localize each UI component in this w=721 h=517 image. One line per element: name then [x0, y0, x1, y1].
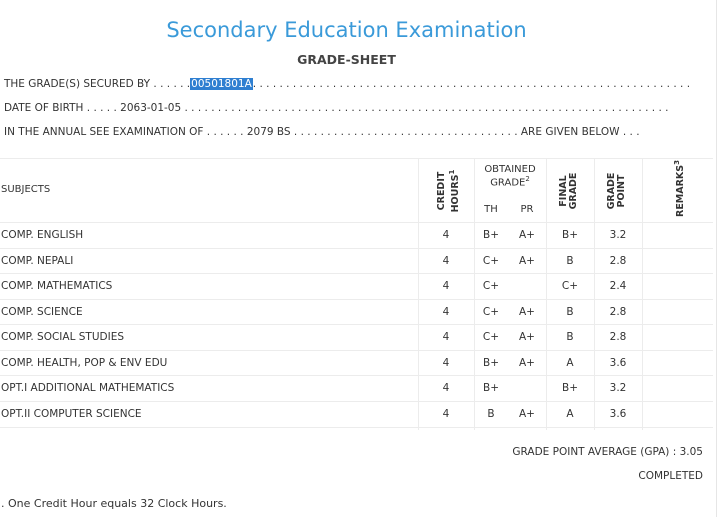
exam-line: IN THE ANNUAL SEE EXAMINATION OF . . . .…: [4, 126, 640, 138]
credit-hours-header: CREDIT HOURS1: [436, 169, 462, 213]
right-border: [716, 0, 717, 517]
pr-grade-cell: A+: [519, 306, 535, 318]
subject-name: COMP. NEPALI: [1, 255, 74, 267]
table-header-border: [0, 222, 713, 223]
final-grade-cell: A: [566, 408, 574, 420]
credit-hours-cell: 4: [442, 408, 450, 420]
subject-name: COMP. ENGLISH: [1, 229, 84, 241]
subject-name: COMP. SOCIAL STUDIES: [1, 331, 125, 343]
column-divider: [474, 158, 475, 430]
th-grade-cell: B: [487, 408, 495, 420]
pr-grade-cell: A+: [519, 331, 535, 343]
final-grade-cell: A: [566, 357, 574, 369]
secured-by-line: THE GRADE(S) SECURED BY . . . . . .00501…: [4, 78, 690, 90]
th-grade-cell: B+: [482, 357, 499, 369]
obtained-grade-header: OBTAINED GRADE2: [484, 164, 536, 189]
grade-point-cell: 2.8: [609, 255, 627, 267]
final-grade-cell: B+: [561, 382, 578, 394]
grade-point-header: GRADE POINT: [606, 172, 627, 210]
grade-point-cell: 3.2: [609, 229, 627, 241]
subject-name: COMP. MATHEMATICS: [1, 280, 113, 292]
page-subtitle: GRADE-SHEET: [297, 52, 396, 67]
grade-point-cell: 2.4: [609, 280, 627, 292]
page-title: Secondary Education Examination: [166, 18, 527, 42]
th-grade-cell: C+: [482, 255, 500, 267]
row-divider: [0, 248, 713, 249]
credit-hours-cell: 4: [442, 357, 450, 369]
pr-grade-cell: A+: [519, 408, 535, 420]
final-grade-cell: B: [566, 306, 574, 318]
pr-grade-cell: A+: [519, 255, 535, 267]
secured-by-suffix: . . . . . . . . . . . . . . . . . . . . …: [252, 78, 691, 90]
grade-point-cell: 3.6: [609, 408, 627, 420]
th-header: TH: [484, 204, 498, 215]
credit-hour-footnote: . One Credit Hour equals 32 Clock Hours.: [1, 497, 227, 510]
row-divider: [0, 273, 713, 274]
subjects-header: SUBJECTS: [1, 184, 51, 195]
result-status: COMPLETED: [638, 470, 703, 482]
th-grade-cell: B+: [482, 229, 499, 241]
pr-grade-cell: A+: [519, 357, 535, 369]
row-divider: [0, 375, 713, 376]
credit-hours-cell: 4: [442, 280, 450, 292]
final-grade-cell: C+: [561, 280, 579, 292]
remarks-header: REMARKS3: [673, 159, 687, 217]
row-divider: [0, 299, 713, 300]
subject-name: OPT.II COMPUTER SCIENCE: [1, 408, 142, 420]
final-grade-cell: B: [566, 255, 574, 267]
credit-hours-cell: 4: [442, 255, 450, 267]
credit-hours-cell: 4: [442, 331, 450, 343]
pr-grade-cell: A+: [519, 229, 535, 241]
row-divider: [0, 401, 713, 402]
final-grade-cell: B: [566, 331, 574, 343]
column-divider: [418, 158, 419, 430]
column-divider: [642, 158, 643, 430]
credit-hours-cell: 4: [442, 382, 450, 394]
grade-point-cell: 2.8: [609, 306, 627, 318]
th-grade-cell: C+: [482, 280, 500, 292]
subject-name: OPT.I ADDITIONAL MATHEMATICS: [1, 382, 175, 394]
table-bottom-border: [0, 427, 713, 428]
th-grade-cell: B+: [482, 382, 499, 394]
row-divider: [0, 350, 713, 351]
th-grade-cell: C+: [482, 306, 500, 318]
grade-point-cell: 3.6: [609, 357, 627, 369]
secured-by-prefix: THE GRADE(S) SECURED BY . . . . . .: [4, 78, 191, 90]
pr-header: PR: [520, 204, 534, 215]
credit-hours-cell: 4: [442, 306, 450, 318]
credit-hours-cell: 4: [442, 229, 450, 241]
final-grade-cell: B+: [561, 229, 578, 241]
grade-point-cell: 2.8: [609, 331, 627, 343]
final-grade-header: FINAL GRADE: [558, 172, 579, 210]
column-divider: [546, 158, 547, 430]
subject-name: COMP. HEALTH, POP & ENV EDU: [1, 357, 168, 369]
row-divider: [0, 324, 713, 325]
gpa-summary: GRADE POINT AVERAGE (GPA) : 3.05: [512, 446, 703, 458]
dob-line: DATE OF BIRTH . . . . . 2063-01-05 . . .…: [4, 102, 669, 114]
symbol-number[interactable]: 00501801A: [190, 78, 253, 90]
table-top-border: [0, 158, 713, 159]
column-divider: [594, 158, 595, 430]
th-grade-cell: C+: [482, 331, 500, 343]
subject-name: COMP. SCIENCE: [1, 306, 83, 318]
grade-point-cell: 3.2: [609, 382, 627, 394]
